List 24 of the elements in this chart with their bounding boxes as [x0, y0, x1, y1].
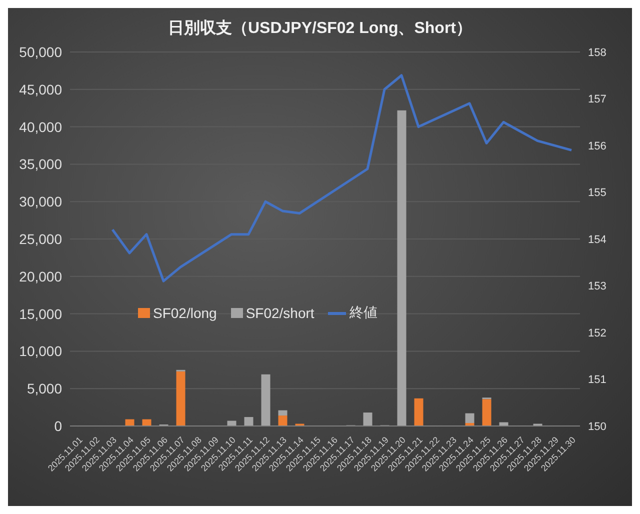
y-tick-label: 35,000 [19, 156, 62, 172]
y2-tick-label: 155 [588, 187, 606, 200]
y-tick-label: 50,000 [19, 44, 62, 60]
legend-label: 終値 [349, 304, 378, 322]
legend-label: SF02/short [246, 305, 314, 321]
y2-tick-label: 150 [588, 420, 606, 433]
y-tick-label: 0 [54, 418, 62, 434]
legend-label: SF02/long [153, 305, 217, 321]
y-tick-label: 30,000 [19, 194, 62, 210]
y-tick-label: 45,000 [19, 81, 62, 98]
y2-tick-label: 157 [588, 94, 606, 106]
y2-tick-label: 152 [588, 327, 606, 340]
chart-title: 日別収支（USDJPY/SF02 Long、Short） [166, 18, 474, 39]
y2-tick-label: 151 [588, 374, 606, 386]
y-tick-label: 25,000 [19, 230, 62, 247]
y2-tick-label: 156 [588, 140, 606, 152]
y2-tick-label: 154 [588, 234, 606, 246]
y-tick-label: 10,000 [19, 343, 62, 360]
y-tick-label: 20,000 [19, 268, 62, 284]
y-tick-label: 15,000 [19, 306, 62, 322]
y-tick-label: 5,000 [26, 380, 62, 397]
y-tick-label: 40,000 [19, 118, 62, 135]
y2-tick-label: 158 [588, 46, 606, 59]
y2-tick-label: 153 [588, 280, 606, 293]
